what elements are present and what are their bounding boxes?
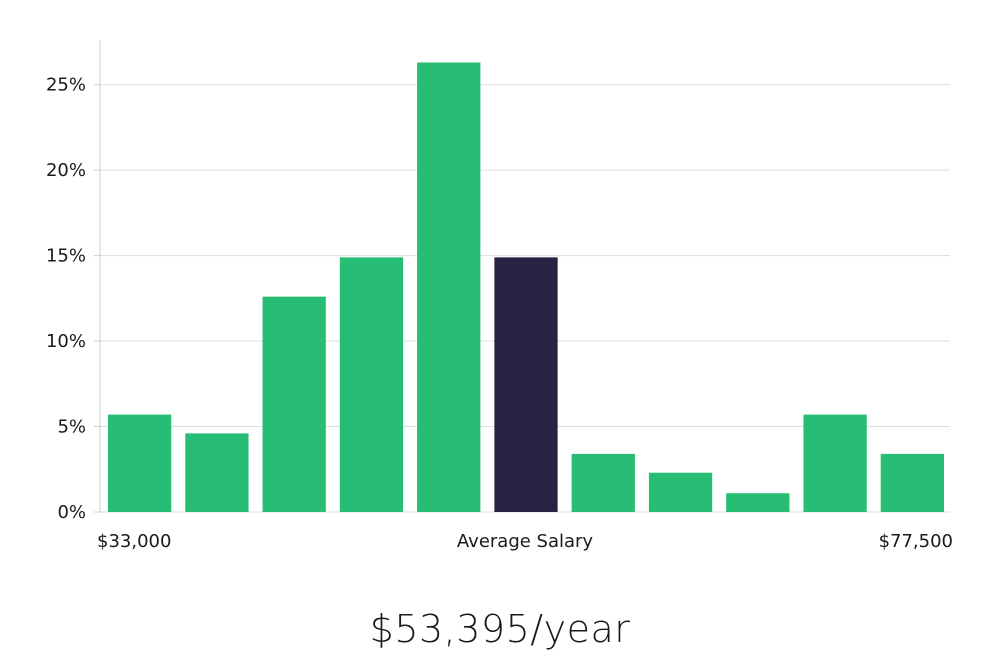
bar-1 [185, 433, 249, 512]
x-min-label: $33,000 [97, 531, 171, 552]
bar-6 [571, 453, 635, 512]
salary-histogram: 0%5%10%15%20%25% $33,000 Average Salary … [46, 40, 953, 552]
bar-9 [803, 414, 867, 512]
bar-2 [262, 296, 326, 512]
bar-0 [108, 414, 172, 512]
bar-average-salary [494, 257, 558, 512]
y-tick-label-25: 25% [46, 75, 86, 96]
bar-8 [726, 493, 790, 512]
average-salary-value: $53,395/year [369, 607, 631, 651]
y-tick-label-10: 10% [46, 331, 86, 352]
x-axis-label: Average Salary [457, 531, 594, 552]
y-tick-label-20: 20% [46, 160, 86, 181]
y-axis-ticks: 0% 5% 10% 15% 20% 25% [46, 75, 100, 523]
y-tick-label-5: 5% [57, 417, 86, 438]
bar-7 [648, 472, 713, 512]
bar-4 [417, 62, 481, 512]
y-tick-label-15: 15% [46, 246, 86, 267]
bar-10 [880, 453, 944, 512]
bars [108, 62, 944, 512]
bar-3 [339, 257, 404, 512]
x-max-label: $77,500 [879, 531, 953, 552]
y-tick-label-0: 0% [57, 502, 86, 523]
